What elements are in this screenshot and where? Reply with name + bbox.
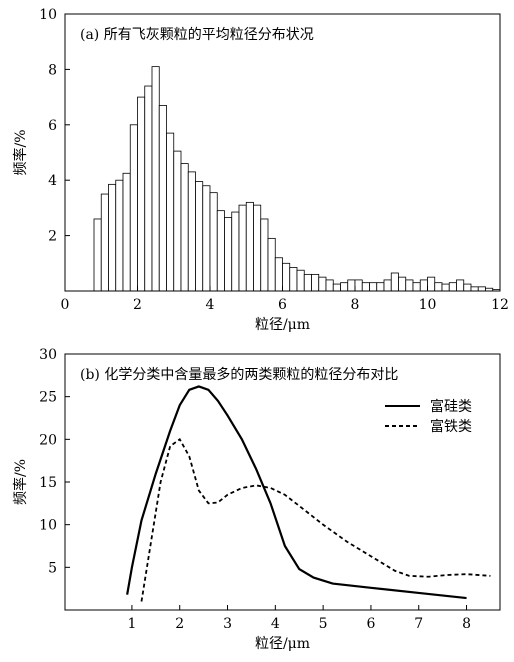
bar <box>347 279 356 292</box>
bar <box>412 282 421 292</box>
bar <box>245 201 254 292</box>
x-tick-label: 1 <box>127 616 136 632</box>
x-tick-label: 7 <box>414 616 423 632</box>
x-tick-label: 8 <box>462 616 471 632</box>
bar <box>122 172 131 292</box>
bar <box>289 267 298 292</box>
x-tick-label: 12 <box>491 297 509 313</box>
bar <box>144 85 153 292</box>
bar <box>477 286 486 292</box>
bar <box>108 183 117 292</box>
bar <box>383 279 392 292</box>
bar <box>448 282 457 292</box>
x-tick-label: 5 <box>319 616 328 632</box>
bar <box>253 204 262 292</box>
y-tick-label: 10 <box>39 518 57 534</box>
y-tick-label: 8 <box>48 62 57 78</box>
x-axis-label: 粒径/μm <box>255 636 310 652</box>
x-tick-label: 6 <box>366 616 375 632</box>
y-tick-label: 30 <box>39 347 57 363</box>
bar <box>202 185 211 292</box>
bar <box>405 279 414 292</box>
bar <box>166 132 175 292</box>
legend-label: 富铁类 <box>430 418 472 435</box>
bar <box>354 279 363 292</box>
x-tick-label: 4 <box>271 616 280 632</box>
y-tick-label: 4 <box>48 173 57 189</box>
x-tick-label: 2 <box>133 297 142 313</box>
series-line <box>140 438 491 602</box>
x-tick-label: 10 <box>419 297 437 313</box>
series-line <box>126 385 467 600</box>
bar <box>470 286 479 292</box>
y-tick-label: 2 <box>48 229 57 245</box>
bar <box>303 273 312 292</box>
y-tick-label: 15 <box>39 475 57 491</box>
bar <box>340 282 349 292</box>
x-tick-label: 6 <box>278 297 287 313</box>
bar <box>209 192 218 292</box>
bar <box>390 272 399 292</box>
bar <box>325 279 334 292</box>
y-tick-label: 5 <box>48 560 57 576</box>
y-tick-label: 25 <box>39 390 57 406</box>
bar <box>115 179 124 292</box>
bar <box>318 276 327 292</box>
chart-title: (a) 所有飞灰颗粒的平均粒径分布状况 <box>80 27 314 43</box>
x-tick-label: 4 <box>206 297 215 313</box>
bar <box>311 273 320 292</box>
bar <box>456 279 465 292</box>
bar <box>129 124 138 292</box>
bar <box>419 279 428 292</box>
y-tick-label: 10 <box>39 7 57 23</box>
bar <box>398 276 407 292</box>
bar <box>187 171 196 292</box>
bar <box>441 283 450 292</box>
x-tick-label: 2 <box>175 616 184 632</box>
bar <box>195 181 204 292</box>
bar <box>463 283 472 292</box>
bar <box>369 282 378 292</box>
bar <box>434 282 443 292</box>
x-tick-label: 0 <box>61 297 70 313</box>
x-axis-label: 粒径/μm <box>255 317 310 333</box>
bar <box>180 163 189 292</box>
bar <box>137 96 146 292</box>
bar <box>216 210 225 292</box>
bar <box>260 218 269 292</box>
bar <box>231 211 240 292</box>
bar <box>100 193 109 292</box>
x-tick-label: 8 <box>351 297 360 313</box>
bar <box>267 237 276 292</box>
bar <box>158 105 167 292</box>
y-axis-label: 频率/% <box>12 129 29 175</box>
bar <box>332 283 341 292</box>
bar <box>238 204 247 292</box>
bar <box>93 218 102 292</box>
y-axis-label: 频率/% <box>12 459 29 505</box>
bar <box>296 269 305 292</box>
y-tick-label: 20 <box>39 432 57 448</box>
bar <box>361 282 370 292</box>
chart-title: (b) 化学分类中含量最多的两类颗粒的粒径分布对比 <box>80 366 398 383</box>
x-tick-label: 3 <box>223 616 232 632</box>
bar <box>224 217 233 292</box>
bar <box>282 262 291 292</box>
legend-label: 富硅类 <box>430 398 472 415</box>
bar <box>427 276 436 292</box>
bar <box>151 66 160 292</box>
bar <box>376 282 385 292</box>
y-tick-label: 6 <box>48 118 57 134</box>
bar <box>173 150 182 292</box>
bar <box>274 257 283 292</box>
